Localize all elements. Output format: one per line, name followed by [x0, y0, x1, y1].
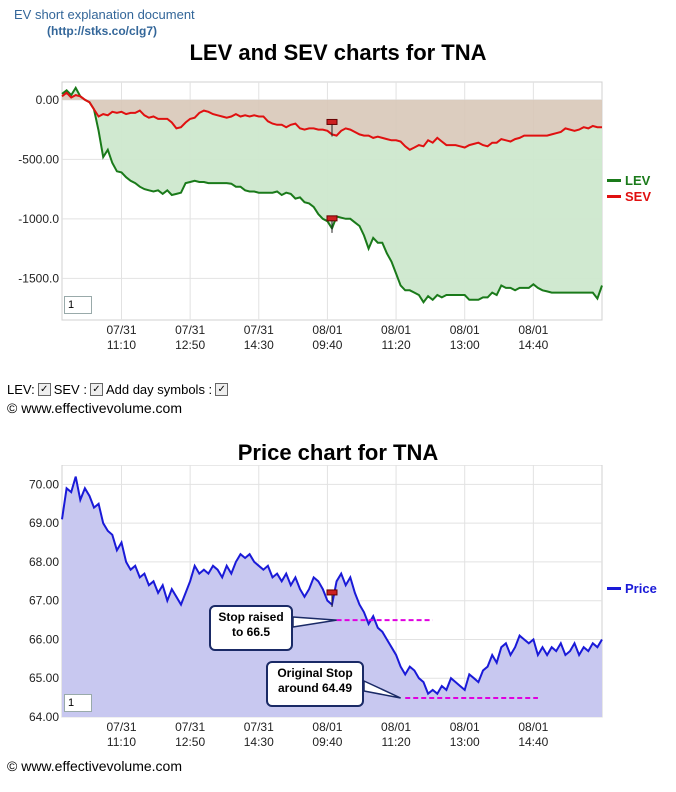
price-fill [62, 476, 602, 717]
x-tick-time: 12:50 [175, 338, 205, 352]
y-tick-label: 66.00 [29, 632, 59, 646]
x-tick-date: 08/01 [312, 720, 342, 734]
series-toggles: LEV: ✓ SEV : ✓ Add day symbols : ✓ [7, 382, 229, 397]
lev-fill [62, 87, 602, 303]
lev-toggle-checkbox[interactable]: ✓ [37, 383, 51, 396]
x-tick-date: 08/01 [381, 323, 411, 337]
x-tick-date: 07/31 [244, 720, 274, 734]
legend-sev-swatch [607, 195, 621, 198]
price-zoom-input[interactable]: 1 [64, 694, 92, 712]
legend-sev-label: SEV [625, 189, 652, 204]
x-tick-time: 12:50 [175, 735, 205, 749]
x-tick-date: 07/31 [244, 323, 274, 337]
ev-explanation-link[interactable]: EV short explanation document [14, 7, 195, 22]
y-tick-label: -1000.0 [18, 212, 59, 226]
y-tick-label: -1500.0 [18, 271, 59, 285]
legend-lev-swatch [607, 179, 621, 182]
copyright-bottom: © www.effectivevolume.com [7, 758, 183, 774]
y-tick-label: 65.00 [29, 671, 59, 685]
price-chart-svg: 07/3111:1007/3112:5007/3114:3008/0109:40… [29, 464, 603, 749]
x-tick-date: 08/01 [381, 720, 411, 734]
y-tick-label: 64.00 [29, 710, 59, 724]
x-tick-time: 13:00 [450, 735, 480, 749]
x-tick-time: 14:40 [518, 338, 548, 352]
x-tick-date: 08/01 [312, 323, 342, 337]
x-tick-time: 09:40 [312, 338, 342, 352]
price-chart: 07/31 11:10 07/31 12:50 07/31 14:30 08/01 09:40… [0, 464, 676, 760]
legend-lev[interactable]: LEV [607, 173, 650, 188]
day-marker [326, 215, 338, 222]
y-tick-label: -500.00 [18, 152, 59, 166]
x-tick-time: 13:00 [450, 338, 480, 352]
sev-toggle-label: SEV : [53, 382, 87, 397]
ev-explanation-url[interactable]: (http://stks.co/clg7) [47, 24, 158, 38]
stop-raised-callout: Stop raised to 66.5 [209, 605, 293, 651]
x-tick-date: 08/01 [450, 720, 480, 734]
lev-sev-chart-title: LEV and SEV charts for TNA [189, 40, 487, 65]
day-symbols-label: Add day symbols : [105, 382, 213, 397]
x-tick-time: 09:40 [312, 735, 342, 749]
original-stop-callout: Original Stop around 64.49 [266, 661, 364, 707]
y-tick-label: 70.00 [29, 477, 59, 491]
lev-sev-chart-svg: 07/3111:1007/3112:5007/3114:3008/0109:40… [18, 81, 603, 352]
y-tick-label: 67.00 [29, 594, 59, 608]
lev-sev-chart: 07/31 11:10 07/31 12:50 07/31 14:30 08/01 09:40… [0, 70, 676, 360]
copyright-top: © www.effectivevolume.com [7, 400, 183, 416]
legend-sev[interactable]: SEV [607, 189, 651, 204]
x-tick-time: 11:20 [381, 338, 410, 352]
y-tick-label: 69.00 [29, 516, 59, 530]
x-tick-date: 07/31 [106, 720, 136, 734]
legend-lev-label: LEV [625, 173, 651, 188]
x-tick-time: 14:40 [518, 735, 548, 749]
x-tick-time: 11:20 [381, 735, 410, 749]
x-tick-time: 11:10 [107, 735, 136, 749]
stop-raised-pointer [292, 616, 337, 628]
legend-price-label: Price [625, 581, 657, 596]
x-tick-date: 07/31 [175, 323, 205, 337]
x-tick-time: 11:10 [107, 338, 136, 352]
x-tick-time: 14:30 [244, 338, 274, 352]
x-tick-date: 08/01 [518, 323, 548, 337]
lev-toggle-label: LEV: [7, 382, 35, 397]
lev-sev-zoom-input[interactable]: 1 [64, 296, 92, 314]
day-symbols-checkbox[interactable]: ✓ [215, 383, 229, 396]
y-tick-label: 0.00 [36, 93, 60, 107]
x-tick-date: 08/01 [518, 720, 548, 734]
sev-toggle-checkbox[interactable]: ✓ [89, 383, 103, 396]
legend-price-swatch [607, 587, 621, 590]
day-marker [326, 589, 338, 596]
y-tick-label: 68.00 [29, 555, 59, 569]
original-stop-pointer [363, 679, 401, 699]
x-tick-date: 08/01 [450, 323, 480, 337]
stop-raised-text: Stop raised to 66.5 [218, 610, 284, 639]
x-tick-date: 07/31 [175, 720, 205, 734]
price-chart-title: Price chart for TNA [237, 440, 439, 465]
legend-price[interactable]: Price [607, 581, 657, 596]
day-marker [326, 118, 338, 125]
x-tick-date: 07/31 [106, 323, 136, 337]
x-tick-time: 14:30 [244, 735, 274, 749]
original-stop-text: Original Stop around 64.49 [277, 666, 353, 695]
